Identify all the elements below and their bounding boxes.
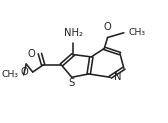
Text: S: S xyxy=(69,78,75,88)
Text: O: O xyxy=(27,49,35,59)
Text: O: O xyxy=(104,22,111,32)
Text: CH₃: CH₃ xyxy=(2,70,19,79)
Text: CH₃: CH₃ xyxy=(129,28,146,37)
Text: N: N xyxy=(114,72,121,82)
Text: NH₂: NH₂ xyxy=(64,28,83,38)
Text: O: O xyxy=(20,67,28,77)
